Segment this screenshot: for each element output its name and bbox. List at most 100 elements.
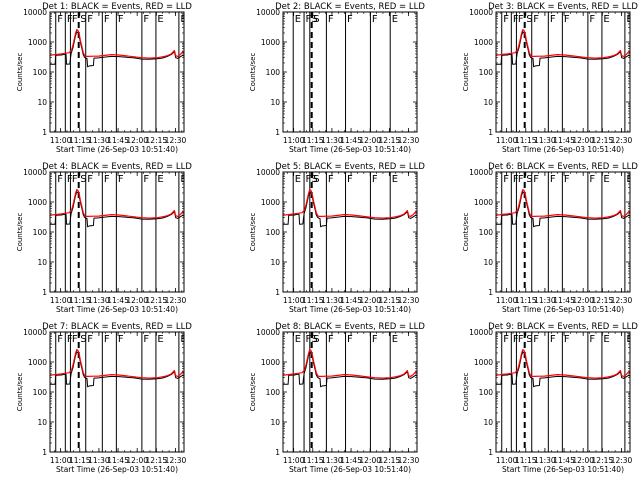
x-axis-label: Start Time (26-Sep-03 10:51:40) <box>56 465 178 474</box>
chart-title: Det 2: BLACK = Events, RED = LLD <box>275 2 425 12</box>
interval-marker-label: E <box>157 174 163 185</box>
y-tick-label: 1 <box>275 288 280 297</box>
series-line-lld <box>50 349 184 379</box>
y-tick-label: 10 <box>270 418 280 427</box>
x-tick-label: 12:15 <box>146 456 168 465</box>
series-line-events <box>496 351 630 388</box>
interval-marker-label: F <box>550 174 556 185</box>
interval-marker-label: F <box>372 334 378 345</box>
y-tick-label: 1 <box>275 448 280 457</box>
y-axis-label: Counts/sec <box>249 53 257 92</box>
interval-marker-label: F <box>372 174 378 185</box>
y-tick-label: 1000 <box>261 358 280 367</box>
y-tick-label: 10000 <box>23 8 47 17</box>
interval-marker-label: F <box>518 14 524 25</box>
interval-marker-label: F <box>589 14 595 25</box>
interval-marker-label: F <box>104 334 110 345</box>
series-line-lld <box>496 29 630 59</box>
y-tick-label: 1 <box>42 288 47 297</box>
interval-marker-label: F <box>513 174 519 185</box>
series-line-events <box>50 31 184 68</box>
interval-marker-label: E <box>180 14 186 25</box>
x-axis-label: Start Time (26-Sep-03 10:51:40) <box>289 305 411 314</box>
x-tick-label: 11:30 <box>321 456 343 465</box>
y-tick-label: 1000 <box>474 198 493 207</box>
x-tick-label: 11:45 <box>340 136 362 145</box>
x-tick-label: 11:30 <box>321 296 343 305</box>
y-tick-label: 10 <box>483 418 493 427</box>
interval-marker-label: E <box>603 174 609 185</box>
x-tick-label: 11:00 <box>50 136 72 145</box>
y-tick-label: 10 <box>37 258 47 267</box>
interval-marker-label: E <box>392 174 398 185</box>
interval-marker-label: E <box>157 334 163 345</box>
y-tick-label: 100 <box>33 68 48 77</box>
x-tick-label: 11:15 <box>515 296 537 305</box>
x-tick-label: 12:30 <box>611 456 633 465</box>
x-tick-label: 11:45 <box>107 456 129 465</box>
series-line-events <box>283 351 417 388</box>
plot-data: E F SS F F F E <box>292 12 398 132</box>
interval-marker-label: F <box>589 174 595 185</box>
interval-marker-label: F <box>104 174 110 185</box>
interval-marker-label: F <box>57 334 63 345</box>
y-tick-label: 10 <box>37 98 47 107</box>
interval-marker-label: F <box>347 174 353 185</box>
x-tick-label: 11:00 <box>283 456 305 465</box>
interval-marker-label: F <box>87 14 93 25</box>
x-axis-label: Start Time (26-Sep-03 10:51:40) <box>56 145 178 154</box>
chart-title: Det 7: BLACK = Events, RED = LLD <box>42 322 192 332</box>
x-tick-label: 12:00 <box>126 136 148 145</box>
y-tick-label: 1000 <box>261 38 280 47</box>
x-tick-label: 11:30 <box>534 296 556 305</box>
x-tick-label: 12:15 <box>379 296 401 305</box>
chart-title: Det 8: BLACK = Events, RED = LLD <box>275 322 425 332</box>
x-tick-label: 11:45 <box>107 296 129 305</box>
y-tick-label: 100 <box>266 68 281 77</box>
x-tick-label: 12:00 <box>572 456 594 465</box>
interval-marker-label: F <box>67 174 73 185</box>
interval-marker-label: E <box>295 174 301 185</box>
plot-frame <box>495 171 631 293</box>
x-tick-label: 12:00 <box>572 296 594 305</box>
x-tick-label: 11:00 <box>496 296 518 305</box>
x-axis-label: Start Time (26-Sep-03 10:51:40) <box>56 305 178 314</box>
y-axis-label: Counts/sec <box>249 373 257 412</box>
chart-panel-5: Det 5: BLACK = Events, RED = LLD 1 10 100 10… <box>249 162 425 314</box>
interval-marker-label: E <box>180 174 186 185</box>
x-tick-label: 11:00 <box>496 456 518 465</box>
y-tick-label: 10000 <box>469 168 493 177</box>
x-tick-label: 11:00 <box>496 136 518 145</box>
y-tick-label: 100 <box>479 228 494 237</box>
interval-marker-label: E <box>157 14 163 25</box>
interval-marker-label: F <box>72 174 78 185</box>
y-tick-label: 10 <box>37 418 47 427</box>
y-tick-label: 1 <box>488 288 493 297</box>
interval-marker-label: F <box>306 174 312 185</box>
x-tick-label: 11:45 <box>340 456 362 465</box>
y-axis-label: Counts/sec <box>16 213 24 252</box>
plot-frame <box>49 11 185 133</box>
interval-marker-label: S <box>80 174 86 185</box>
chart-panel-4: Det 4: BLACK = Events, RED = LLD 1 10 100 10… <box>16 162 192 314</box>
y-axis-label: Counts/sec <box>16 373 24 412</box>
interval-marker-label: F <box>503 174 509 185</box>
interval-marker-label: F <box>104 14 110 25</box>
y-tick-label: 100 <box>479 388 494 397</box>
chart-panel-6: Det 6: BLACK = Events, RED = LLD 1 10 100 10… <box>462 162 638 314</box>
interval-marker-label: F <box>143 174 149 185</box>
x-tick-label: 11:15 <box>515 136 537 145</box>
y-tick-label: 10 <box>270 258 280 267</box>
y-axis-label: Counts/sec <box>462 53 470 92</box>
x-axis-label: Start Time (26-Sep-03 10:51:40) <box>502 145 624 154</box>
interval-marker-label: E <box>295 14 301 25</box>
y-tick-label: 100 <box>266 228 281 237</box>
x-tick-label: 11:00 <box>283 136 305 145</box>
series-line-lld <box>50 29 184 59</box>
x-axis-label: Start Time (26-Sep-03 10:51:40) <box>289 465 411 474</box>
interval-marker-label: S <box>80 14 86 25</box>
